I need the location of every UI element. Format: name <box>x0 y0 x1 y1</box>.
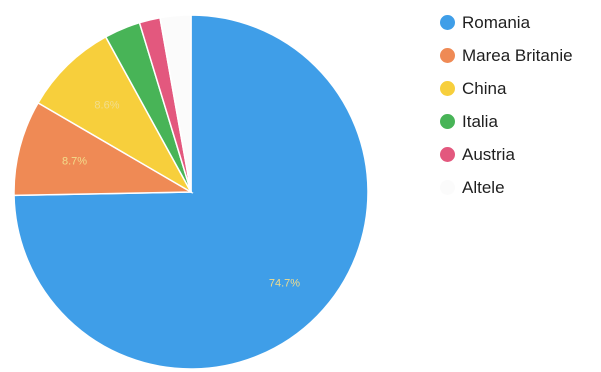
legend-label: China <box>462 78 507 98</box>
slice-value-label: 8.7% <box>62 156 87 168</box>
legend-label: Marea Britanie <box>462 45 573 65</box>
chart-legend: Romania Marea Britanie China Italia Aust… <box>440 6 573 204</box>
pie-slice-marea-britanie[interactable] <box>13 101 194 197</box>
legend-item-altele[interactable]: Altele <box>440 171 573 204</box>
legend-swatch-icon <box>440 180 455 195</box>
legend-item-romania[interactable]: Romania <box>440 6 573 39</box>
legend-item-china[interactable]: China <box>440 72 573 105</box>
legend-item-italia[interactable]: Italia <box>440 105 573 138</box>
legend-label: Italia <box>462 111 498 131</box>
legend-label: Austria <box>462 144 515 164</box>
legend-item-marea-britanie[interactable]: Marea Britanie <box>440 39 573 72</box>
slice-value-label: 8.6% <box>94 100 119 112</box>
legend-swatch-icon <box>440 48 455 63</box>
legend-swatch-icon <box>440 15 455 30</box>
legend-item-austria[interactable]: Austria <box>440 138 573 171</box>
legend-label: Altele <box>462 177 505 197</box>
legend-swatch-icon <box>440 147 455 162</box>
pie-slice-china[interactable] <box>37 35 193 195</box>
slice-value-label: 74.7% <box>269 278 300 290</box>
pie-slice-altele[interactable] <box>159 14 192 193</box>
legend-swatch-icon <box>440 81 455 96</box>
legend-label: Romania <box>462 12 531 32</box>
legend-swatch-icon <box>440 114 455 129</box>
